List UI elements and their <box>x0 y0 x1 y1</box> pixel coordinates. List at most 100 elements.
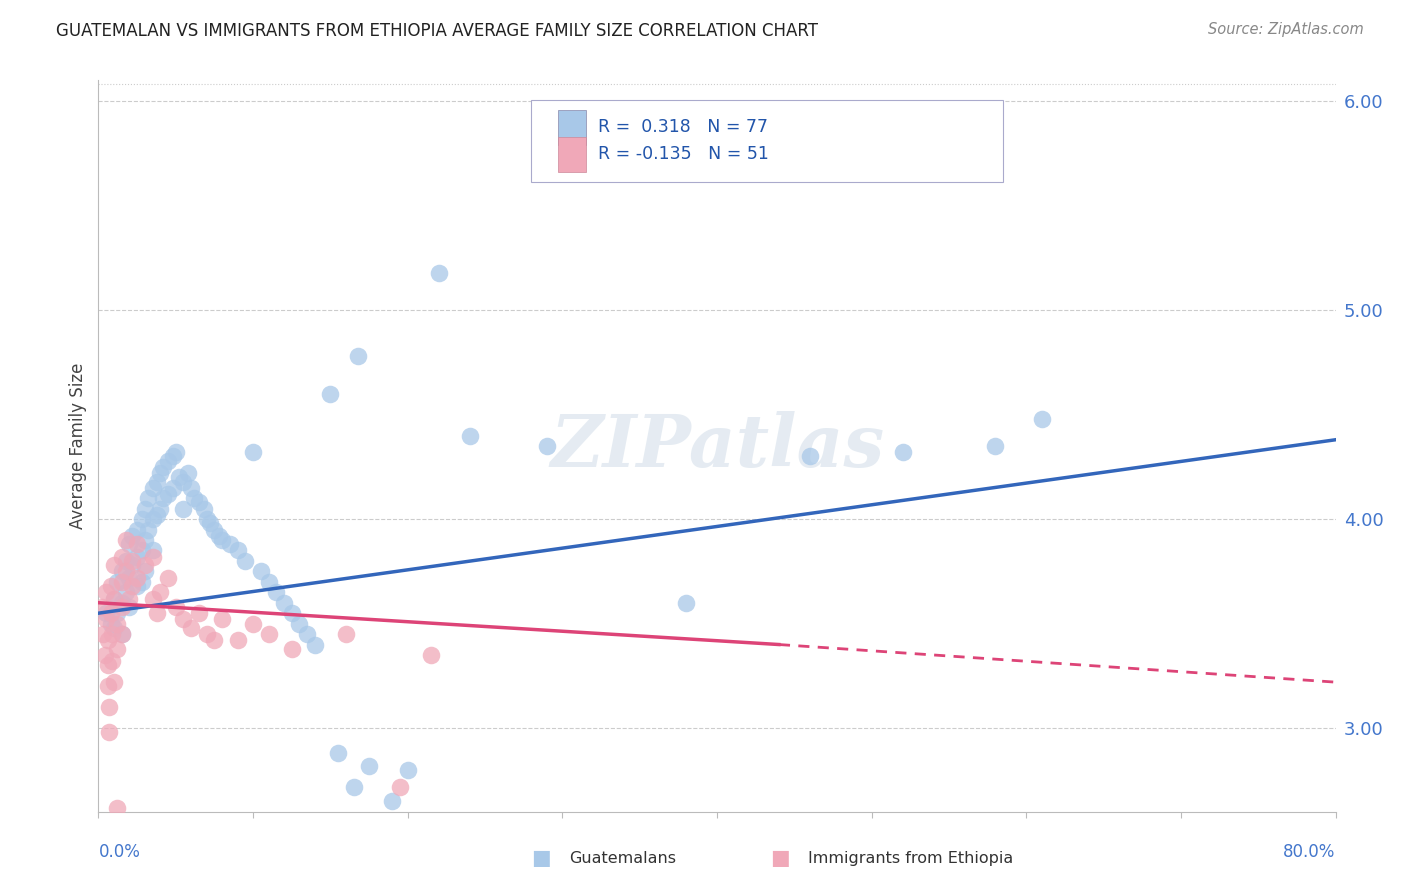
Point <box>97 679 120 693</box>
Text: R =  0.318   N = 77: R = 0.318 N = 77 <box>598 119 768 136</box>
Point <box>675 596 697 610</box>
Point <box>134 565 156 579</box>
Point <box>96 612 118 626</box>
Point <box>195 627 218 641</box>
Text: Source: ZipAtlas.com: Source: ZipAtlas.com <box>1208 22 1364 37</box>
Point <box>142 543 165 558</box>
Point <box>115 585 138 599</box>
Point <box>891 445 914 459</box>
Point <box>536 439 558 453</box>
Point <box>419 648 441 662</box>
Text: GUATEMALAN VS IMMIGRANTS FROM ETHIOPIA AVERAGE FAMILY SIZE CORRELATION CHART: GUATEMALAN VS IMMIGRANTS FROM ETHIOPIA A… <box>56 22 818 40</box>
Point <box>134 501 156 516</box>
Point <box>103 591 125 606</box>
Point <box>127 549 149 564</box>
Point <box>381 794 404 808</box>
Point <box>257 627 280 641</box>
Text: R = -0.135   N = 51: R = -0.135 N = 51 <box>598 145 769 163</box>
Point <box>115 565 138 579</box>
Point <box>118 599 141 614</box>
Text: 0.0%: 0.0% <box>98 843 141 861</box>
Point <box>121 554 143 568</box>
Point <box>198 516 221 531</box>
Text: ■: ■ <box>770 848 790 868</box>
Point <box>127 571 149 585</box>
Point <box>96 585 118 599</box>
Point <box>136 523 159 537</box>
Point <box>97 658 120 673</box>
Point <box>115 533 138 547</box>
Point <box>204 633 226 648</box>
Point <box>167 470 190 484</box>
Point <box>188 606 211 620</box>
Point <box>142 549 165 564</box>
Point <box>1031 412 1053 426</box>
Point <box>134 558 156 573</box>
Point <box>242 445 264 459</box>
Point <box>149 466 172 480</box>
Point <box>799 450 821 464</box>
Point <box>127 537 149 551</box>
Point <box>304 638 326 652</box>
Point <box>157 453 180 467</box>
Point <box>195 512 218 526</box>
Point <box>121 529 143 543</box>
Point <box>211 533 233 547</box>
Text: ■: ■ <box>531 848 551 868</box>
Point <box>111 599 134 614</box>
Point <box>343 780 366 794</box>
Point <box>105 574 128 589</box>
Point <box>226 633 249 648</box>
Point <box>105 606 128 620</box>
Point <box>142 481 165 495</box>
Point <box>105 800 128 814</box>
Point <box>388 780 412 794</box>
Point <box>101 627 124 641</box>
Point <box>136 491 159 506</box>
Point <box>98 700 121 714</box>
Point <box>193 501 215 516</box>
Bar <box>558 110 585 145</box>
FancyBboxPatch shape <box>531 100 1004 182</box>
Bar <box>558 136 585 172</box>
Point <box>458 428 481 442</box>
Point <box>219 537 242 551</box>
Point <box>162 450 184 464</box>
Point <box>111 627 134 641</box>
Text: Guatemalans: Guatemalans <box>569 851 676 865</box>
Point <box>157 487 180 501</box>
Point <box>152 459 174 474</box>
Point <box>142 512 165 526</box>
Point <box>357 758 380 772</box>
Point <box>257 574 280 589</box>
Point <box>142 591 165 606</box>
Point <box>204 523 226 537</box>
Point <box>131 574 153 589</box>
Point <box>121 579 143 593</box>
Point <box>91 627 114 641</box>
Point <box>96 606 118 620</box>
Point <box>335 627 357 641</box>
Point <box>319 386 342 401</box>
Point <box>250 565 273 579</box>
Point <box>127 579 149 593</box>
Point <box>103 675 125 690</box>
Text: 80.0%: 80.0% <box>1284 843 1336 861</box>
Point <box>211 612 233 626</box>
Point <box>173 612 195 626</box>
Point <box>180 481 202 495</box>
Point <box>105 616 128 631</box>
Point <box>162 481 184 495</box>
Point <box>180 621 202 635</box>
Point <box>115 554 138 568</box>
Text: Immigrants from Ethiopia: Immigrants from Ethiopia <box>808 851 1014 865</box>
Point <box>347 349 370 363</box>
Point <box>118 591 141 606</box>
Point <box>111 574 134 589</box>
Point <box>326 746 350 760</box>
Point <box>288 616 311 631</box>
Point <box>173 501 195 516</box>
Point <box>131 512 153 526</box>
Point <box>111 627 134 641</box>
Point <box>242 616 264 631</box>
